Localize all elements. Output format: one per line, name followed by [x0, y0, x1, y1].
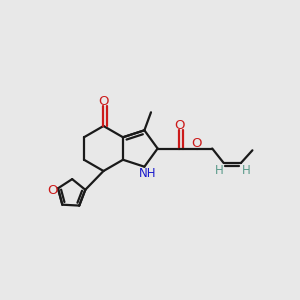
Text: O: O — [191, 137, 202, 150]
Text: O: O — [47, 184, 58, 197]
Text: O: O — [98, 95, 109, 108]
Text: O: O — [174, 119, 184, 132]
Text: NH: NH — [139, 167, 157, 180]
Text: H: H — [215, 164, 224, 177]
Text: H: H — [242, 164, 251, 177]
